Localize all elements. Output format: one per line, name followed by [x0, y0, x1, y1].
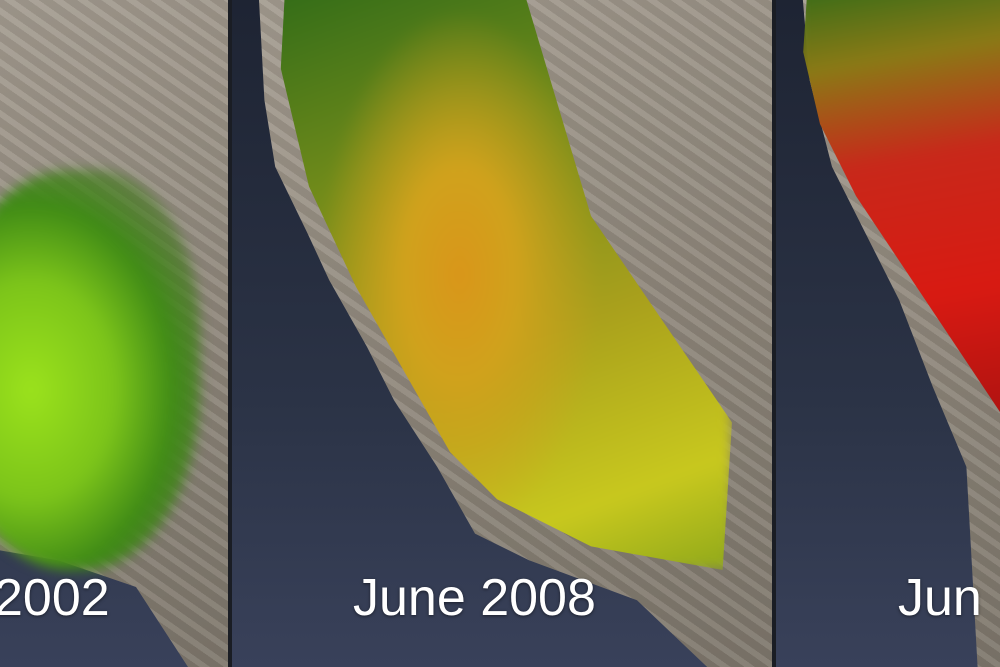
date-label: 2002: [0, 569, 110, 627]
map-panel-2002: 2002: [0, 0, 228, 667]
groundwater-overlay: [0, 170, 200, 570]
map-panel-june: Jun: [776, 0, 1000, 667]
map-panel-june-2008: June 2008: [232, 0, 772, 667]
date-label: Jun: [898, 569, 982, 627]
date-label: June 2008: [353, 569, 596, 627]
